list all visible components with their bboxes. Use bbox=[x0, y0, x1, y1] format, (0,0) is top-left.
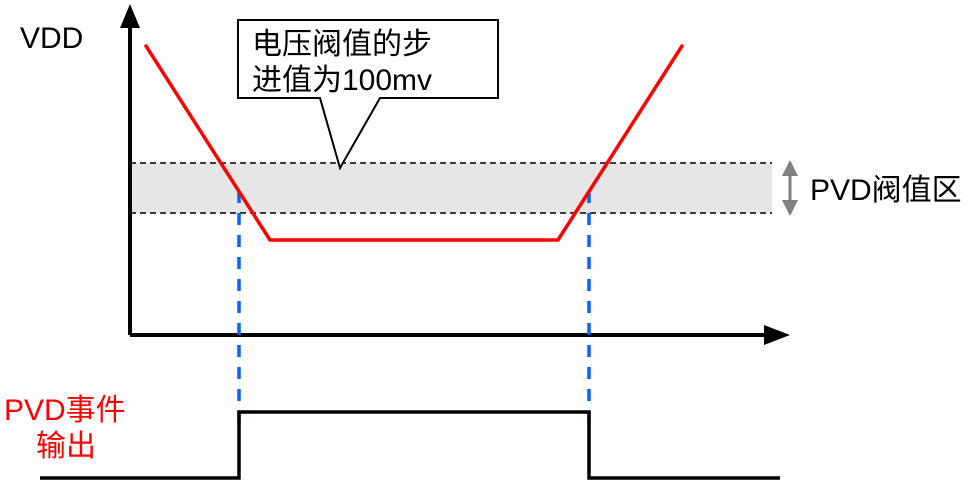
pvd-timing-diagram: 电压阀值的步 进值为100mv VDD PVD阀值区 PVD事件 输出 bbox=[0, 0, 970, 502]
pvd-output-waveform bbox=[40, 412, 780, 478]
pvd-event-label-line2: 输出 bbox=[36, 430, 96, 463]
callout-text-line2: 进值为100mv bbox=[252, 64, 432, 97]
y-axis-label: VDD bbox=[20, 22, 83, 55]
callout-text-line1: 电压阀值的步 bbox=[252, 28, 432, 61]
callout: 电压阀值的步 进值为100mv bbox=[238, 20, 498, 168]
threshold-band-label: PVD阀值区 bbox=[810, 174, 962, 207]
threshold-band-height-bracket bbox=[782, 160, 798, 216]
pvd-event-label-line1: PVD事件 bbox=[4, 394, 126, 427]
